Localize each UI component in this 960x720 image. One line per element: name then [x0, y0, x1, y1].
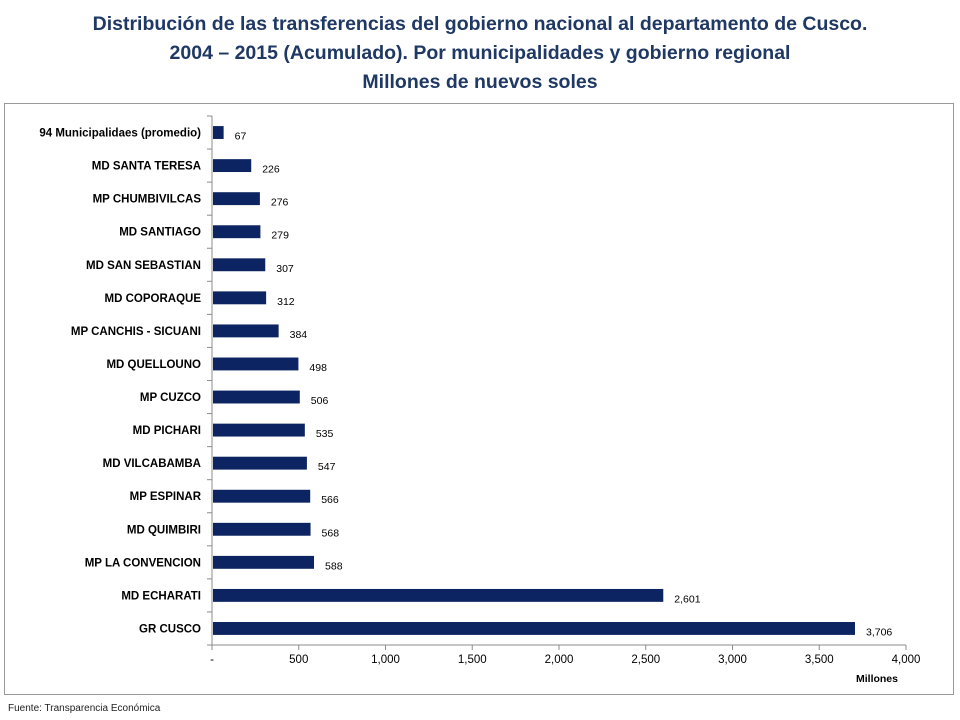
data-label: 276 — [271, 197, 289, 209]
bar — [213, 357, 299, 371]
bar — [213, 522, 311, 536]
x-tick-label: 500 — [289, 654, 308, 666]
bar — [213, 225, 261, 239]
data-label: 568 — [322, 527, 340, 539]
title-line-1: Distribución de las transferencias del g… — [92, 13, 868, 35]
bar — [213, 258, 266, 272]
bar — [213, 588, 664, 602]
bar — [213, 622, 855, 635]
bar-chart: - 500 1,000 1,500 2,000 2,500 3,000 3,500 4,000 M… — [39, 115, 921, 685]
category-label: 94 Municipalidaes (promedio) — [39, 128, 201, 140]
data-label: 312 — [277, 296, 295, 308]
data-label: 67 — [235, 131, 247, 143]
data-label: 2,601 — [674, 593, 700, 605]
x-tick-label: 3,500 — [805, 654, 834, 666]
data-label: 279 — [271, 230, 289, 242]
bar — [213, 324, 279, 338]
bar — [213, 291, 267, 305]
data-label: 535 — [316, 428, 334, 440]
x-tick-label: 3,000 — [718, 654, 747, 666]
data-label: 506 — [311, 395, 329, 407]
bar — [213, 456, 307, 470]
data-label: 588 — [325, 560, 343, 572]
category-label: MP CANCHIS - SICUANI — [71, 326, 201, 338]
bar — [213, 390, 300, 404]
category-label: MD SAN SEBASTIAN — [86, 260, 201, 272]
category-label: MP LA CONVENCION — [85, 557, 201, 569]
bar — [213, 126, 224, 139]
data-label: 547 — [318, 461, 336, 473]
category-label: MP CUZCO — [140, 392, 201, 404]
x-axis-title: Millones — [856, 673, 898, 685]
bar — [213, 192, 260, 206]
bar — [213, 555, 315, 569]
category-label: MD PICHARI — [133, 425, 201, 437]
x-tick-label: 2,500 — [631, 654, 660, 666]
bar — [213, 423, 305, 437]
chart-title: Distribución de las transferencias del g… — [0, 10, 960, 97]
data-label: 384 — [290, 329, 308, 341]
bar — [213, 159, 252, 173]
title-line-2: 2004 – 2015 (Acumulado). Por municipalid… — [169, 42, 791, 64]
chart-frame: - 500 1,000 1,500 2,000 2,500 3,000 3,500 4,000 M… — [4, 103, 954, 695]
data-label: 566 — [321, 494, 339, 506]
x-tick-label: 4,000 — [892, 654, 921, 666]
x-tick-label: 2,000 — [545, 654, 574, 666]
data-label: 226 — [262, 164, 280, 176]
category-label: GR CUSCO — [139, 623, 201, 635]
category-label: MD SANTA TERESA — [92, 161, 201, 173]
bar — [213, 489, 311, 503]
category-label: MD QUIMBIRI — [127, 524, 201, 536]
data-label: 307 — [276, 263, 294, 275]
data-label: 498 — [309, 362, 327, 374]
title-line-3: Millones de nuevos soles — [362, 71, 598, 93]
category-label: MP ESPINAR — [130, 491, 202, 503]
x-tick-label: 1,000 — [371, 654, 400, 666]
category-label: MD QUELLOUNO — [106, 359, 201, 371]
x-tick-label: - — [210, 654, 214, 666]
category-label: MP CHUMBIVILCAS — [93, 194, 202, 206]
source-note: Fuente: Transparencia Económica — [8, 703, 161, 714]
category-label: MD COPORAQUE — [105, 293, 202, 305]
x-tick-label: 1,500 — [458, 654, 487, 666]
data-label: 3,706 — [866, 626, 892, 638]
category-label: MD SANTIAGO — [119, 227, 201, 239]
category-label: MD ECHARATI — [121, 590, 201, 602]
category-label: MD VILCABAMBA — [103, 458, 201, 470]
